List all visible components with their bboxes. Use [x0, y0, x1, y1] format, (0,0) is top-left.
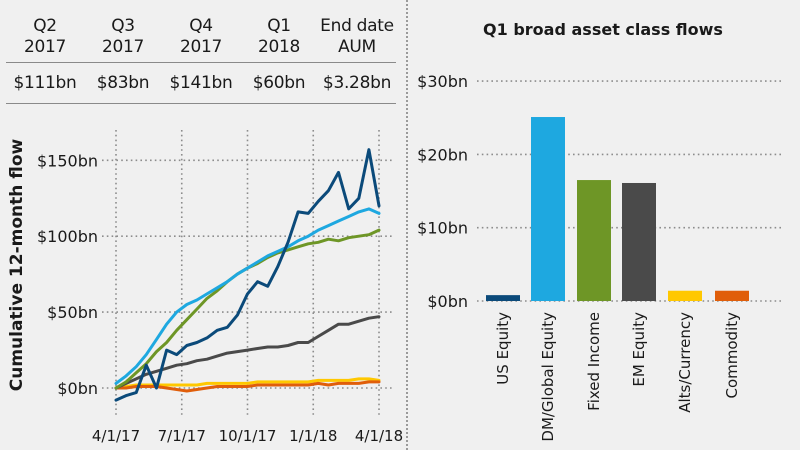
bar-chart-bars [486, 117, 749, 301]
x-category-label: Commodity [723, 312, 741, 399]
bar-commodity [715, 290, 749, 301]
x-category-label: EM Equity [630, 312, 648, 387]
bar-em-equity [622, 182, 656, 301]
table-divider [6, 62, 396, 63]
value-q3-2017: $83bn [96, 72, 150, 93]
x-tick-label: 1/1/18 [289, 427, 337, 445]
summary-table: Q2 2017 Q3 2017 Q4 2017 Q1 2018 End date… [6, 8, 396, 104]
x-category-label: US Equity [494, 312, 512, 385]
bar-fixed-income [577, 180, 611, 301]
value-q2-2017: $111bn [13, 72, 77, 93]
bar-chart-title: Q1 broad asset class flows [483, 20, 723, 39]
header-q4-2017: Q4 2017 [179, 16, 223, 57]
y-tick-label: $150bn [37, 151, 98, 170]
bar-alts-currency [668, 290, 702, 301]
series-line-commodity [114, 380, 381, 393]
y-tick-label: $0bn [427, 292, 468, 311]
x-category-label: Alts/Currency [676, 312, 694, 413]
value-end-date-aum: $3.28bn [322, 72, 392, 93]
table-bottom-rule [6, 103, 396, 104]
bar-chart-x-labels: US Equity DM/Global Equity Fixed Income EM … [494, 312, 741, 442]
line-chart-y-ticks: $0bn $50bn $100bn $150bn [37, 151, 98, 398]
series-line-alts-currency [114, 377, 381, 390]
header-q1-2018: Q1 2018 [257, 16, 301, 57]
line-chart: $0bn $50bn $100bn $150bn 4/1/17 7/1/17 10/1/1… [37, 130, 403, 445]
bar-us-equity [486, 295, 520, 301]
y-tick-label: $0bn [57, 379, 98, 398]
x-category-label: Fixed Income [585, 312, 603, 411]
line-chart-x-ticks: 4/1/17 7/1/17 10/1/17 1/1/18 4/1/18 [92, 427, 403, 445]
x-tick-label: 4/1/17 [92, 427, 140, 445]
header-q2-2017: Q2 2017 [23, 16, 67, 57]
y-tick-label: $30bn [417, 72, 468, 91]
x-category-label: DM/Global Equity [539, 312, 557, 442]
panel-divider [406, 0, 408, 450]
summary-table-header: Q2 2017 Q3 2017 Q4 2017 Q1 2018 End date… [6, 8, 396, 62]
x-tick-label: 4/1/18 [355, 427, 403, 445]
x-tick-label: 10/1/17 [219, 427, 277, 445]
header-q3-2017: Q3 2017 [101, 16, 145, 57]
bar-chart-y-ticks: $0bn $10bn $20bn $30bn [417, 72, 468, 311]
value-q1-2018: $60bn [252, 72, 306, 93]
series-line-us-equity [114, 148, 381, 402]
x-tick-label: 7/1/17 [158, 427, 206, 445]
bar-chart: $0bn $10bn $20bn $30bn US Equity DM/Global E… [417, 72, 784, 442]
y-tick-label: $20bn [417, 145, 468, 164]
bar-dm-global-equity [531, 117, 565, 301]
y-tick-label: $100bn [37, 227, 98, 246]
header-end-date-aum: End date AUM [320, 16, 394, 57]
line-chart-series [114, 148, 381, 402]
summary-table-values: $111bn $83bn $141bn $60bn $3.28bn [6, 63, 396, 103]
value-q4-2017: $141bn [169, 72, 233, 93]
y-tick-label: $50bn [47, 303, 98, 322]
y-tick-label: $10bn [417, 219, 468, 238]
series-line-dm-global-equity [114, 207, 381, 385]
